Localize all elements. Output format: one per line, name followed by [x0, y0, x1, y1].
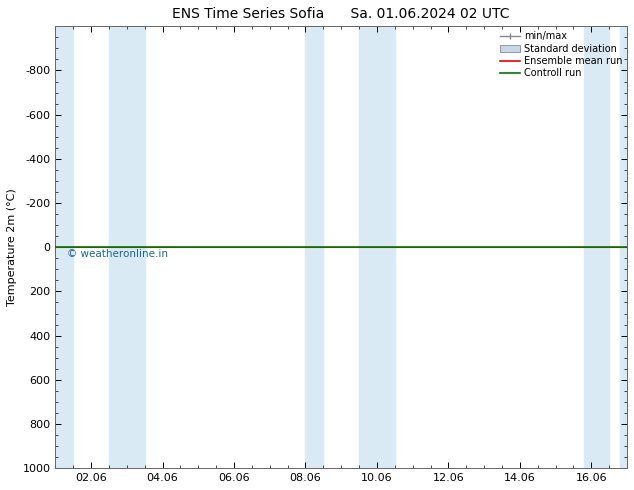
Legend: min/max, Standard deviation, Ensemble mean run, Controll run: min/max, Standard deviation, Ensemble me… — [498, 29, 624, 80]
Bar — [620, 26, 627, 468]
Text: © weatheronline.in: © weatheronline.in — [67, 249, 168, 259]
Title: ENS Time Series Sofia      Sa. 01.06.2024 02 UTC: ENS Time Series Sofia Sa. 01.06.2024 02 … — [172, 7, 510, 21]
Bar — [306, 26, 323, 468]
Y-axis label: Temperature 2m (°C): Temperature 2m (°C) — [7, 188, 17, 306]
Bar — [109, 26, 145, 468]
Bar — [55, 26, 73, 468]
Bar — [359, 26, 395, 468]
Bar — [584, 26, 609, 468]
